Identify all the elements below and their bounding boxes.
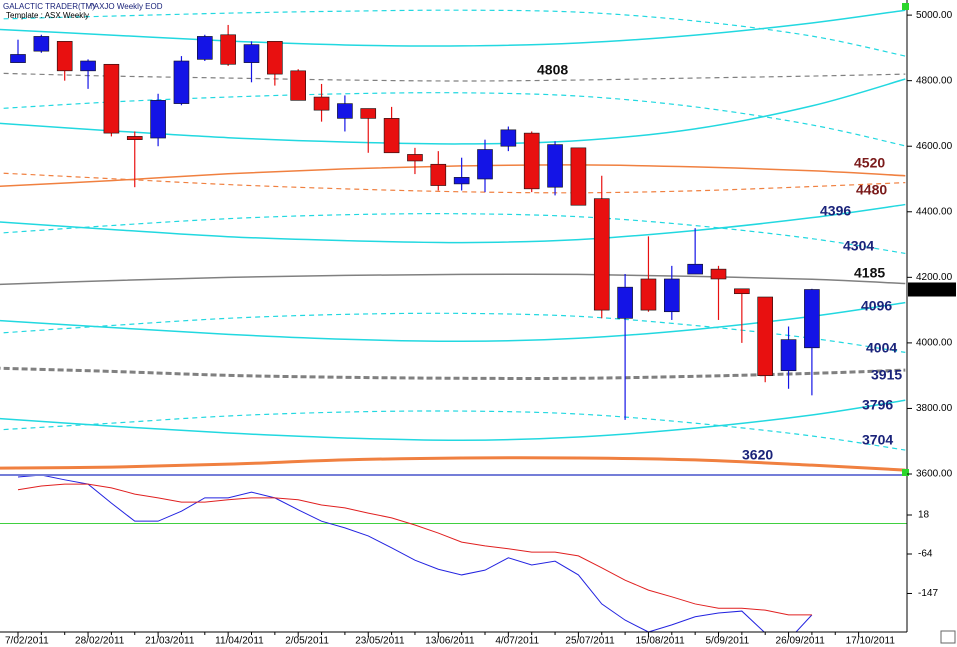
level-label: 4096 — [861, 298, 892, 314]
axes: 5000.00 4800.00 4600.00 4400.00 4200.00 4000.… — [5, 10, 956, 647]
y-tick-label: 4600.00 — [916, 141, 953, 152]
candle-body — [617, 286, 633, 319]
candle-body — [640, 278, 657, 311]
last-price-label: 4162.90 — [915, 284, 952, 295]
y-tick-label: 3800.00 — [916, 403, 953, 414]
x-tick-label: 15/08/2011 — [635, 636, 685, 647]
candle-body — [383, 118, 400, 154]
oscillator-line — [17, 476, 813, 632]
candle-body — [734, 288, 750, 295]
candle-body — [430, 163, 447, 186]
candle-body — [547, 144, 563, 188]
level-label: 4480 — [856, 182, 887, 198]
level-label: 4185 — [854, 265, 885, 281]
x-tick-label: 11/04/2011 — [215, 636, 264, 647]
band-line — [0, 72, 906, 82]
y-tick-label: -147 — [918, 588, 938, 599]
band-line — [0, 456, 906, 472]
x-tick-label: 13/06/2011 — [425, 636, 475, 647]
candle-body — [290, 70, 307, 101]
band-line — [0, 213, 906, 254]
candle-body — [500, 129, 517, 147]
candle-body — [80, 60, 96, 72]
band-line — [0, 203, 906, 244]
x-tick-label: 5/09/2011 — [706, 636, 750, 647]
template: Template : ASX Weekly — [6, 11, 89, 20]
candle-body — [407, 154, 423, 162]
y-tick-label: -64 — [918, 549, 933, 560]
level-label: 4808 — [537, 62, 568, 78]
band-line — [0, 9, 906, 47]
oscillator-panel — [0, 476, 907, 632]
candle-body — [10, 54, 26, 63]
candle-body — [197, 36, 213, 60]
level-label: 4520 — [854, 155, 885, 171]
level-label: 3915 — [871, 367, 902, 383]
band-line — [0, 9, 906, 57]
candle-body — [687, 263, 703, 275]
candle-body — [593, 198, 610, 311]
y-tick-label: 3600.00 — [916, 469, 953, 480]
candle-body — [780, 339, 797, 372]
level-label: 4304 — [843, 238, 874, 254]
candle-body — [173, 60, 190, 104]
x-tick-label: 23/05/2011 — [355, 636, 405, 647]
band-line — [0, 410, 906, 451]
last-price-box — [908, 282, 956, 297]
band-line — [0, 78, 906, 145]
x-tick-label: 21/03/2011 — [145, 636, 195, 647]
y-tick-label: 4200.00 — [916, 272, 953, 283]
x-tick-label: 26/09/2011 — [776, 636, 826, 647]
price-panel — [0, 9, 906, 472]
level-label: 3704 — [862, 432, 893, 448]
candle-body — [804, 289, 820, 349]
corner-icon[interactable] — [902, 469, 909, 476]
candle-body — [757, 296, 774, 376]
tf-button[interactable] — [940, 630, 956, 644]
candle-body — [243, 44, 260, 63]
app-title: GALACTIC TRADER(TM) — [3, 2, 95, 11]
corner-icon[interactable] — [902, 3, 909, 10]
candle-body — [150, 100, 166, 139]
band-line — [0, 399, 906, 441]
x-tick-label: 28/02/2011 — [75, 636, 125, 647]
candle-body — [126, 136, 143, 140]
candle-body — [313, 96, 330, 111]
candle-body — [453, 177, 470, 185]
level-label: 3620 — [742, 447, 773, 463]
candle-body — [523, 132, 540, 190]
x-tick-label: 25/07/2011 — [565, 636, 615, 647]
level-label: 4396 — [820, 203, 851, 219]
candle-body — [103, 63, 120, 134]
oscillator-line — [17, 483, 812, 616]
band-line — [0, 172, 906, 194]
candle-body — [337, 103, 353, 119]
candle-body — [477, 149, 493, 180]
band-line — [0, 92, 906, 147]
x-tick-label: 17/10/2011 — [846, 636, 896, 647]
symbol: ^AXJO Weekly EOD — [90, 2, 163, 11]
candle-body — [33, 36, 50, 52]
x-tick-label: 2/05/2011 — [285, 636, 329, 647]
y-tick-label: 5000.00 — [916, 10, 953, 21]
x-tick-label: 4/07/2011 — [495, 636, 539, 647]
y-tick-label: 4000.00 — [916, 338, 953, 349]
x-tick-label: 7/02/2011 — [5, 636, 49, 647]
level-label: 4004 — [866, 340, 897, 356]
candle-body — [360, 108, 377, 119]
y-tick-label: 4400.00 — [916, 206, 953, 217]
level-label: 3796 — [862, 397, 893, 413]
y-tick-label: 18 — [918, 510, 930, 521]
candle-body — [710, 268, 727, 280]
candle-body — [267, 41, 283, 75]
candle-body — [663, 278, 680, 313]
candle-body — [220, 34, 236, 65]
y-tick-label: 4800.00 — [916, 75, 953, 86]
candle-body — [570, 147, 587, 206]
band-line — [0, 273, 906, 286]
candle-body — [56, 41, 73, 72]
